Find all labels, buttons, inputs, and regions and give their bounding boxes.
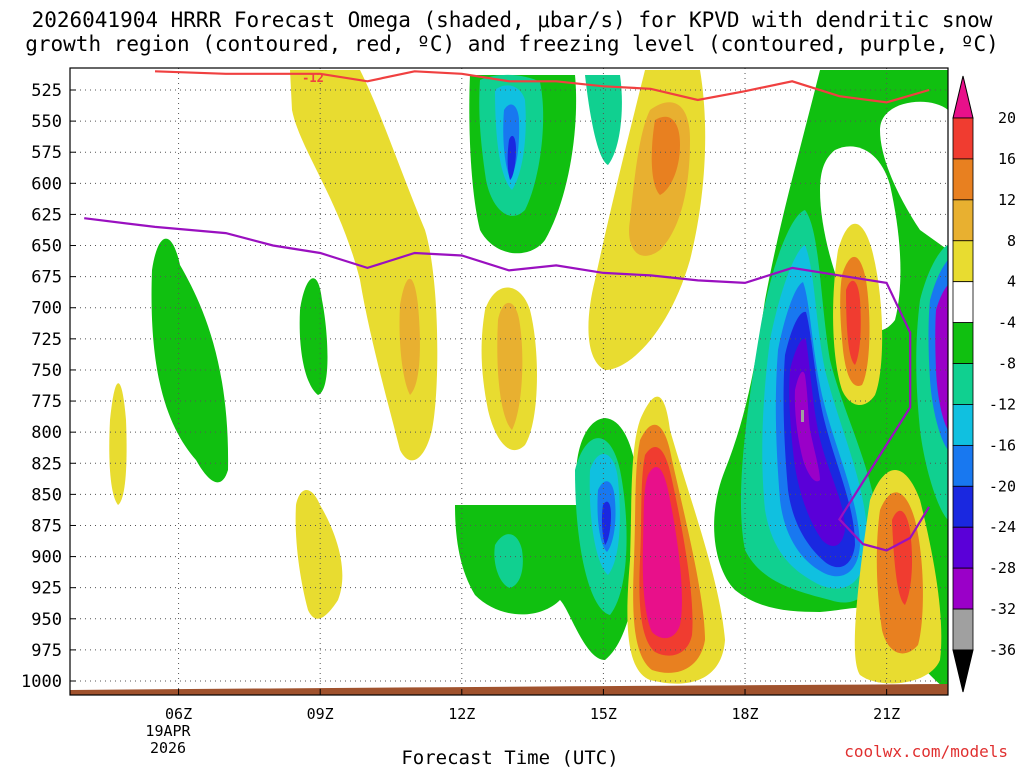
y-tick-label: 675 bbox=[31, 268, 62, 288]
colorbar-tick-label: -24 bbox=[989, 518, 1016, 536]
omega-region-orange-11z bbox=[399, 278, 420, 395]
colorbar-segment bbox=[952, 322, 974, 364]
y-tick-label: 725 bbox=[31, 330, 62, 350]
colorbar-bottom-arrow bbox=[952, 649, 974, 693]
y-tick-label: 1000 bbox=[21, 672, 62, 692]
colorbar-segment bbox=[952, 199, 974, 242]
colorbar-segment bbox=[952, 485, 974, 528]
x-tick-label: 18Z bbox=[731, 705, 758, 723]
omega-region-yellow-left-small bbox=[109, 383, 127, 505]
y-tick-label: 650 bbox=[31, 237, 62, 257]
y-tick-label: 900 bbox=[31, 548, 62, 568]
colorbar-segment bbox=[952, 526, 974, 569]
x-axis-ticks: 06Z 09Z 12Z 15Z 18Z 21Z bbox=[165, 689, 900, 723]
omega-region-navy-lower bbox=[601, 501, 611, 545]
omega-region-red-20z bbox=[846, 280, 861, 365]
watermark: coolwx.com/models bbox=[844, 742, 1008, 761]
omega-region-pink-16z-low bbox=[642, 467, 682, 639]
y-tick-label: 875 bbox=[31, 516, 62, 536]
colorbar-tick-label: -36 bbox=[989, 641, 1016, 659]
x-axis-label: Forecast Time (UTC) bbox=[401, 747, 618, 768]
y-tick-label: 975 bbox=[31, 641, 62, 661]
omega-region-violet-right bbox=[794, 371, 820, 482]
y-tick-label: 800 bbox=[31, 423, 62, 443]
dendritic-contour-label: -12 bbox=[302, 71, 324, 85]
colorbar-tick-label: -16 bbox=[989, 436, 1016, 454]
colorbar-segment bbox=[952, 567, 974, 610]
colorbar-tick-label: 8 bbox=[1007, 232, 1016, 250]
y-tick-label: 575 bbox=[31, 143, 62, 163]
colorbar-segment bbox=[952, 158, 974, 201]
omega-region-orange-13z bbox=[497, 302, 523, 430]
colorbar-tick-label: -8 bbox=[998, 355, 1016, 373]
colorbar-segment bbox=[952, 608, 974, 651]
omega-region-red-21z bbox=[892, 510, 913, 605]
omega-shading bbox=[109, 70, 948, 690]
colorbar: 20 16 12 8 4 -4 -8 -12 -16 -20 -24 -28 -32 -36 bbox=[952, 75, 1016, 693]
y-tick-label: 925 bbox=[31, 579, 62, 599]
dendritic-snow-growth-contour bbox=[154, 70, 930, 104]
ground-strip bbox=[70, 684, 948, 695]
colorbar-tick-label: 12 bbox=[998, 191, 1016, 209]
colorbar-segment bbox=[952, 281, 974, 324]
colorbar-tick-label: -4 bbox=[998, 314, 1016, 332]
omega-region-grey-speck bbox=[801, 410, 804, 422]
colorbar-tick-label: -32 bbox=[989, 600, 1016, 618]
omega-region-left-green bbox=[151, 238, 229, 483]
omega-region-edge-purple bbox=[935, 285, 948, 430]
colorbar-tick-label: 20 bbox=[998, 109, 1016, 127]
y-tick-label: 775 bbox=[31, 392, 62, 412]
plot-frame bbox=[69, 67, 949, 696]
y-tick-label: 525 bbox=[31, 81, 62, 101]
colorbar-tick-label: -20 bbox=[989, 477, 1016, 495]
x-tick-label: 21Z bbox=[873, 705, 900, 723]
colorbar-tick-label: -28 bbox=[989, 559, 1016, 577]
omega-region-orange2-16z bbox=[651, 116, 680, 195]
y-tick-label: 825 bbox=[31, 454, 62, 474]
colorbar-top-arrow bbox=[952, 75, 974, 119]
x-tick-label: 09Z bbox=[307, 705, 334, 723]
y-tick-label: 625 bbox=[31, 205, 62, 225]
x-tick-label: 06Z bbox=[165, 705, 192, 723]
colorbar-segment bbox=[952, 240, 974, 283]
omega-region-teal-15z-top bbox=[585, 75, 622, 165]
y-tick-label: 700 bbox=[31, 299, 62, 319]
y-tick-label: 750 bbox=[31, 361, 62, 381]
colorbar-segment bbox=[952, 444, 974, 487]
omega-region-yellow-09z bbox=[290, 70, 438, 461]
omega-region-navy-upper-13z bbox=[507, 135, 516, 180]
title-line-2: growth region (contoured, red, ºC) and f… bbox=[25, 32, 999, 56]
omega-region-green-small bbox=[299, 278, 328, 395]
y-tick-label: 600 bbox=[31, 174, 62, 194]
colorbar-tick-label: -12 bbox=[989, 395, 1016, 413]
colorbar-segment bbox=[952, 117, 974, 160]
y-axis-ticks: 525 550 575 600 625 650 675 700 725 750 775 800 825 8… bbox=[21, 81, 76, 692]
colorbar-tick-label: 4 bbox=[1007, 273, 1016, 291]
chart-title: 2026041904 HRRR Forecast Omega (shaded, … bbox=[0, 8, 1024, 56]
x-date-year: 2026 bbox=[150, 739, 186, 757]
x-date-day: 19APR bbox=[145, 722, 191, 740]
colorbar-tick-label: 16 bbox=[998, 150, 1016, 168]
omega-region-yellow-lower bbox=[295, 490, 343, 619]
x-tick-label: 15Z bbox=[590, 705, 617, 723]
x-tick-label: 12Z bbox=[448, 705, 475, 723]
y-tick-label: 850 bbox=[31, 485, 62, 505]
omega-region-teal-lower-small bbox=[494, 534, 523, 588]
freezing-level-contour bbox=[84, 217, 931, 552]
y-tick-label: 550 bbox=[31, 112, 62, 132]
colorbar-segment bbox=[952, 404, 974, 446]
title-line-1: 2026041904 HRRR Forecast Omega (shaded, … bbox=[31, 8, 993, 32]
y-tick-label: 950 bbox=[31, 610, 62, 630]
colorbar-segment bbox=[952, 363, 974, 405]
